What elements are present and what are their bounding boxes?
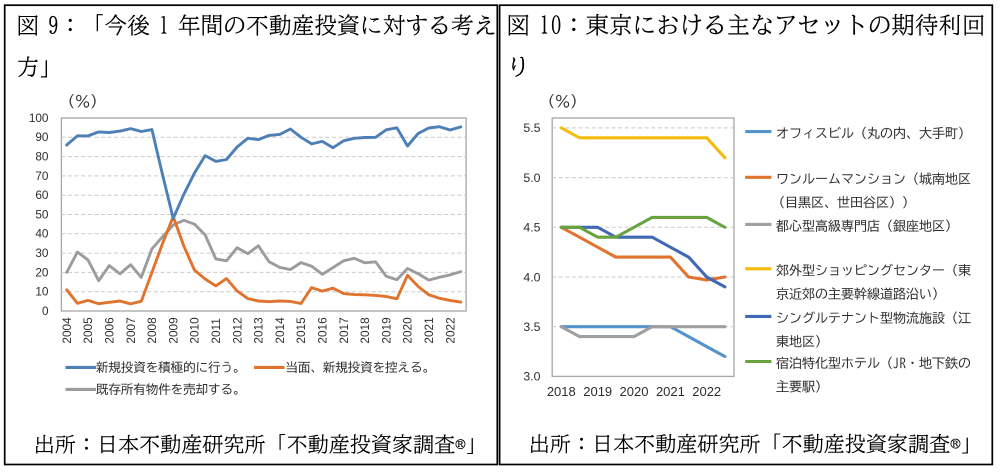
svg-text:30: 30 [35, 246, 49, 260]
svg-text:2008: 2008 [145, 317, 159, 344]
svg-text:2022: 2022 [692, 384, 721, 399]
svg-text:2017: 2017 [337, 317, 351, 343]
svg-text:100: 100 [29, 111, 49, 125]
svg-text:60: 60 [35, 188, 49, 202]
svg-text:2020: 2020 [620, 384, 649, 399]
svg-text:2004: 2004 [60, 317, 74, 344]
svg-text:90: 90 [35, 130, 49, 144]
svg-text:2006: 2006 [103, 317, 117, 344]
svg-text:2016: 2016 [316, 317, 330, 344]
svg-text:10: 10 [35, 285, 49, 299]
svg-text:2022: 2022 [443, 317, 457, 343]
svg-text:70: 70 [35, 169, 49, 183]
svg-text:5.5: 5.5 [523, 121, 540, 135]
svg-text:2007: 2007 [124, 317, 138, 343]
svg-text:80: 80 [35, 150, 49, 164]
svg-text:2019: 2019 [379, 317, 393, 343]
svg-text:2021: 2021 [656, 384, 685, 399]
svg-text:2021: 2021 [422, 317, 436, 343]
svg-text:3.0: 3.0 [523, 370, 540, 384]
svg-text:20: 20 [35, 265, 49, 279]
svg-text:2011: 2011 [209, 318, 223, 343]
svg-text:3.5: 3.5 [523, 320, 540, 334]
svg-text:5.0: 5.0 [523, 171, 540, 185]
svg-text:40: 40 [35, 227, 49, 241]
svg-text:50: 50 [35, 207, 49, 221]
svg-text:2009: 2009 [166, 317, 180, 343]
svg-text:4.5: 4.5 [523, 221, 540, 235]
svg-text:2005: 2005 [81, 317, 95, 344]
svg-text:2020: 2020 [401, 317, 415, 344]
svg-text:2014: 2014 [273, 317, 287, 344]
svg-text:2019: 2019 [583, 384, 612, 399]
svg-text:2018: 2018 [358, 317, 372, 344]
svg-text:2012: 2012 [230, 317, 244, 343]
svg-text:2018: 2018 [547, 384, 576, 399]
svg-text:2015: 2015 [294, 317, 308, 344]
svg-text:2010: 2010 [188, 317, 202, 344]
svg-text:2013: 2013 [252, 317, 266, 344]
svg-text:0: 0 [42, 304, 49, 318]
svg-text:4.0: 4.0 [523, 270, 540, 284]
